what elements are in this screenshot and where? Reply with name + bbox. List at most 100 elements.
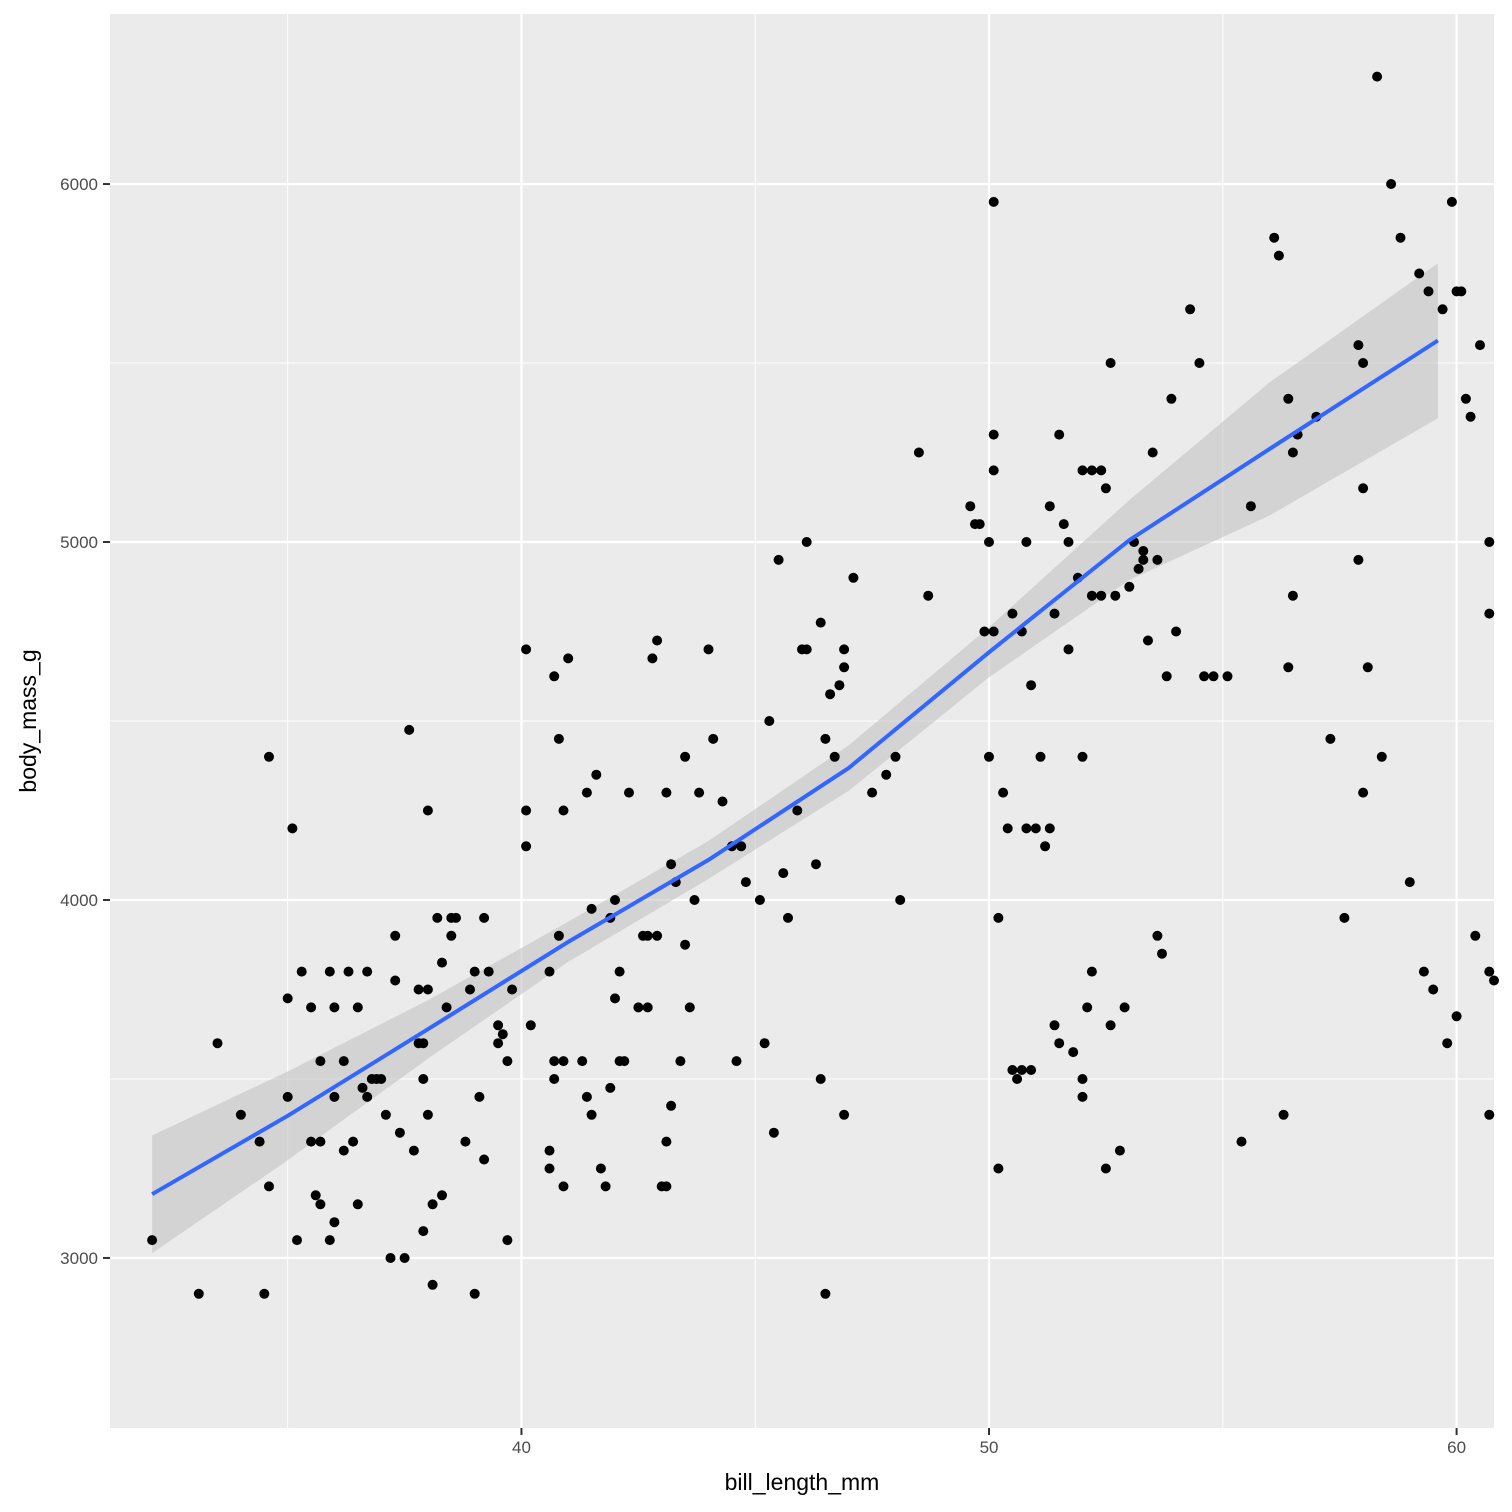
- data-point: [867, 787, 878, 798]
- data-point: [437, 957, 447, 968]
- data-point: [1105, 358, 1116, 368]
- data-point: [493, 1038, 504, 1049]
- data-point: [558, 1056, 569, 1067]
- data-point: [315, 1056, 326, 1067]
- data-point: [1077, 751, 1088, 762]
- y-tick-label: 4000: [60, 891, 98, 910]
- x-tick-label: 50: [980, 1438, 999, 1457]
- data-point: [1077, 465, 1088, 476]
- data-point: [1152, 554, 1163, 565]
- data-point: [680, 751, 691, 762]
- data-point: [586, 903, 597, 914]
- data-point: [1171, 626, 1182, 637]
- data-point: [984, 537, 994, 547]
- data-point: [993, 912, 1004, 923]
- y-tick-label: 6000: [60, 175, 98, 194]
- data-point: [1077, 1091, 1088, 1102]
- data-point: [315, 1136, 326, 1147]
- data-point: [329, 1091, 340, 1102]
- data-point: [1358, 483, 1369, 494]
- data-point: [264, 1181, 274, 1192]
- data-point: [642, 930, 653, 941]
- data-point: [212, 1038, 223, 1049]
- data-point: [553, 733, 564, 744]
- data-point: [988, 626, 999, 637]
- data-point: [979, 626, 990, 637]
- data-point: [783, 912, 793, 923]
- data-point: [988, 429, 999, 440]
- data-point: [474, 1091, 485, 1102]
- data-point: [1100, 483, 1111, 494]
- data-point: [1414, 268, 1425, 279]
- data-point: [1133, 563, 1144, 574]
- data-point: [923, 590, 934, 601]
- data-point: [1002, 823, 1013, 834]
- data-point: [558, 805, 569, 816]
- data-point: [404, 724, 415, 735]
- data-point: [1404, 877, 1415, 888]
- data-point: [357, 1082, 368, 1093]
- data-point: [1152, 930, 1163, 941]
- data-point: [446, 930, 457, 941]
- data-point: [549, 1056, 560, 1067]
- data-point: [451, 912, 461, 923]
- data-point: [310, 1190, 321, 1201]
- data-point: [1157, 948, 1167, 959]
- data-point: [993, 1163, 1004, 1174]
- data-point: [465, 984, 475, 995]
- data-point: [731, 1056, 742, 1067]
- data-point: [1451, 1011, 1462, 1022]
- data-point: [610, 895, 620, 905]
- data-point: [1283, 662, 1294, 673]
- data-point: [895, 895, 906, 905]
- data-point: [1456, 286, 1467, 297]
- data-point: [1063, 537, 1074, 547]
- y-axis-title: body_mass_g: [15, 649, 41, 792]
- data-point: [1236, 1136, 1247, 1147]
- confidence-ribbon: [152, 263, 1438, 1254]
- data-point: [147, 1235, 158, 1246]
- data-point: [544, 1145, 555, 1156]
- data-point: [1185, 304, 1196, 315]
- data-point: [1194, 358, 1205, 368]
- data-point: [338, 1145, 349, 1156]
- data-point: [553, 930, 564, 941]
- major-gridlines: [110, 14, 1494, 1428]
- data-point: [1124, 581, 1135, 592]
- data-point: [1283, 393, 1294, 404]
- data-point: [792, 805, 803, 816]
- data-point: [675, 1056, 686, 1067]
- data-point: [839, 1109, 850, 1120]
- data-point: [264, 751, 274, 762]
- data-point: [661, 1136, 672, 1147]
- data-point: [1021, 537, 1032, 547]
- data-point: [329, 1217, 340, 1228]
- data-point: [913, 447, 924, 458]
- data-point: [595, 1163, 606, 1174]
- data-point: [680, 939, 691, 950]
- data-point: [422, 984, 433, 995]
- data-point: [408, 1145, 419, 1156]
- data-point: [259, 1288, 270, 1299]
- data-point: [329, 1002, 340, 1013]
- data-point: [385, 1253, 396, 1263]
- data-point: [282, 993, 293, 1004]
- data-point: [820, 1288, 831, 1299]
- data-point: [362, 966, 373, 977]
- data-point: [306, 1002, 317, 1013]
- data-point: [1269, 232, 1280, 243]
- data-point: [1428, 984, 1439, 995]
- data-point: [483, 966, 494, 977]
- data-point: [418, 1226, 429, 1237]
- data-point: [1096, 465, 1107, 476]
- data-point: [287, 823, 298, 834]
- data-point: [703, 644, 714, 655]
- data-point: [1395, 232, 1406, 243]
- data-point: [998, 787, 1009, 798]
- data-point: [525, 1020, 536, 1031]
- data-point: [1222, 671, 1233, 682]
- data-point: [764, 716, 775, 726]
- data-point: [778, 868, 789, 879]
- data-point: [633, 1002, 644, 1013]
- data-point: [1418, 966, 1429, 977]
